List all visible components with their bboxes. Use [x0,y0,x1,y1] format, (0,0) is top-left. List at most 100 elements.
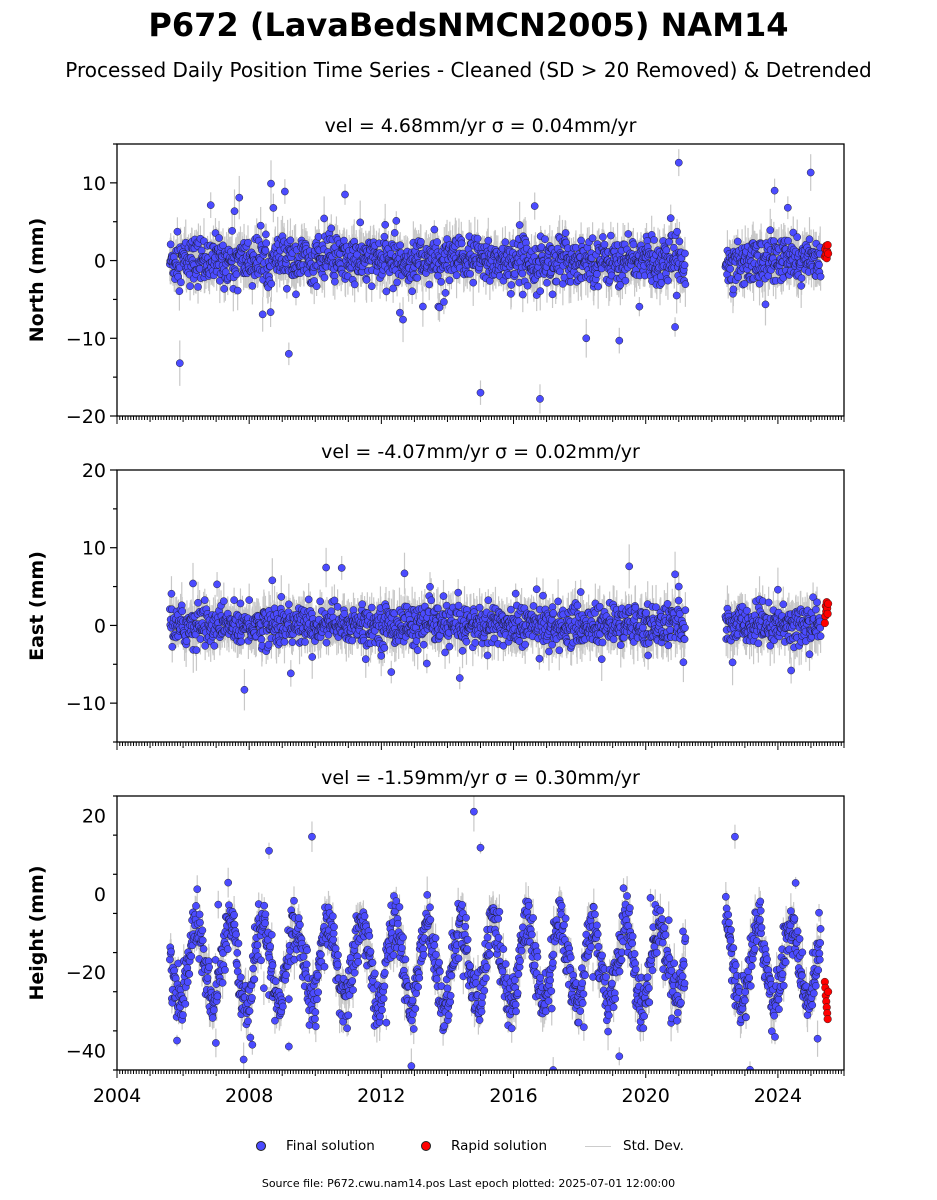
final-solution-point [770,186,779,195]
final-solution-point [261,246,270,255]
final-solution-point [729,285,738,294]
final-solution-point [437,278,445,286]
final-solution-point [473,234,482,243]
final-solution-point [350,280,359,289]
final-solution-point [262,230,270,239]
final-solution-point [327,224,336,233]
rapid-solution-point [824,249,833,258]
final-solution-point [783,203,792,212]
final-solution-point [662,246,671,255]
final-solution-point [285,350,293,358]
final-solution-point [232,270,241,279]
final-solution-point [419,302,427,311]
final-solution-point [784,237,792,245]
final-solution-point [452,271,461,280]
final-solution-point [815,260,823,269]
rapid-solution-point [823,241,832,250]
final-solution-point [501,238,510,246]
series-final-solution [166,562,825,694]
final-solution-point [392,217,401,225]
final-solution-point [168,642,177,651]
final-solution-point [175,287,184,295]
final-solution-point [381,220,390,229]
y-tick-label: 10 [82,173,106,195]
final-solution-point [178,607,186,616]
final-solution-point [331,277,339,286]
final-solution-point [320,214,328,223]
final-solution-point [281,187,289,196]
final-solution-point [616,281,625,289]
final-solution-point [267,279,276,288]
panel-title: vel = 4.68mm/yr σ = 0.04mm/yr [325,115,637,137]
y-tick-label: 0 [94,251,106,273]
final-solution-point [523,281,532,290]
final-solution-point [548,290,557,299]
final-solution-point [624,230,633,238]
final-solution-point [600,240,609,249]
final-solution-point [671,323,679,331]
final-solution-point [675,237,684,246]
y-tick-label: −20 [66,406,106,428]
final-solution-point [390,229,399,237]
final-solution-point [262,239,271,247]
final-solution-point [233,286,242,295]
chart-subtitle: Processed Daily Position Time Series - C… [65,58,872,82]
final-solution-point [507,290,515,298]
final-solution-point [572,243,580,252]
final-solution-point [674,158,683,167]
final-solution-point [543,278,551,287]
final-solution-point [588,234,597,242]
final-solution-point [425,280,434,289]
final-solution-point [466,270,474,278]
final-solution-point [413,274,422,282]
final-solution-point [258,310,267,319]
final-solution-point [186,282,194,290]
final-solution-point [577,236,585,245]
final-solution-point [457,239,466,248]
series-rapid-solution [820,241,833,263]
y-axis-label: East (mm) [26,551,48,661]
final-solution-point [399,315,407,324]
final-solution-point [816,272,825,281]
final-solution-point [594,282,602,291]
final-solution-point [380,232,389,241]
final-solution-point [283,284,291,293]
final-solution-point [269,204,278,212]
final-solution-point [615,336,624,345]
final-solution-point [733,237,742,246]
final-solution-point [536,395,544,403]
final-solution-point [680,261,689,269]
final-solution-point [228,227,236,235]
final-solution-point [806,168,815,177]
final-solution-point [356,218,365,227]
final-solution-point [629,240,638,249]
final-solution-point [476,388,485,397]
final-solution-point [582,334,591,343]
final-solution-point [673,227,681,236]
final-solution-point [320,273,329,282]
final-solution-point [518,269,527,278]
final-solution-point [664,276,672,285]
final-solution-point [552,277,561,286]
panel-title: vel = -4.07mm/yr σ = 0.02mm/yr [321,441,640,463]
series-final-solution [166,158,825,403]
final-solution-point [267,179,275,188]
final-solution-point [797,274,806,283]
y-axis-label: North (mm) [26,218,48,343]
final-solution-point [530,202,539,210]
final-solution-point [681,249,689,258]
final-solution-point [805,235,814,244]
final-solution-point [389,284,397,293]
final-solution-point [206,201,215,209]
final-solution-point [173,227,182,236]
final-solution-point [215,234,223,242]
y-tick-label: −10 [66,328,106,350]
final-solution-point [292,290,300,299]
final-solution-point [484,236,493,245]
final-solution-point [256,221,265,230]
final-solution-point [248,282,257,290]
final-solution-point [341,190,349,199]
final-solution-point [761,300,770,309]
